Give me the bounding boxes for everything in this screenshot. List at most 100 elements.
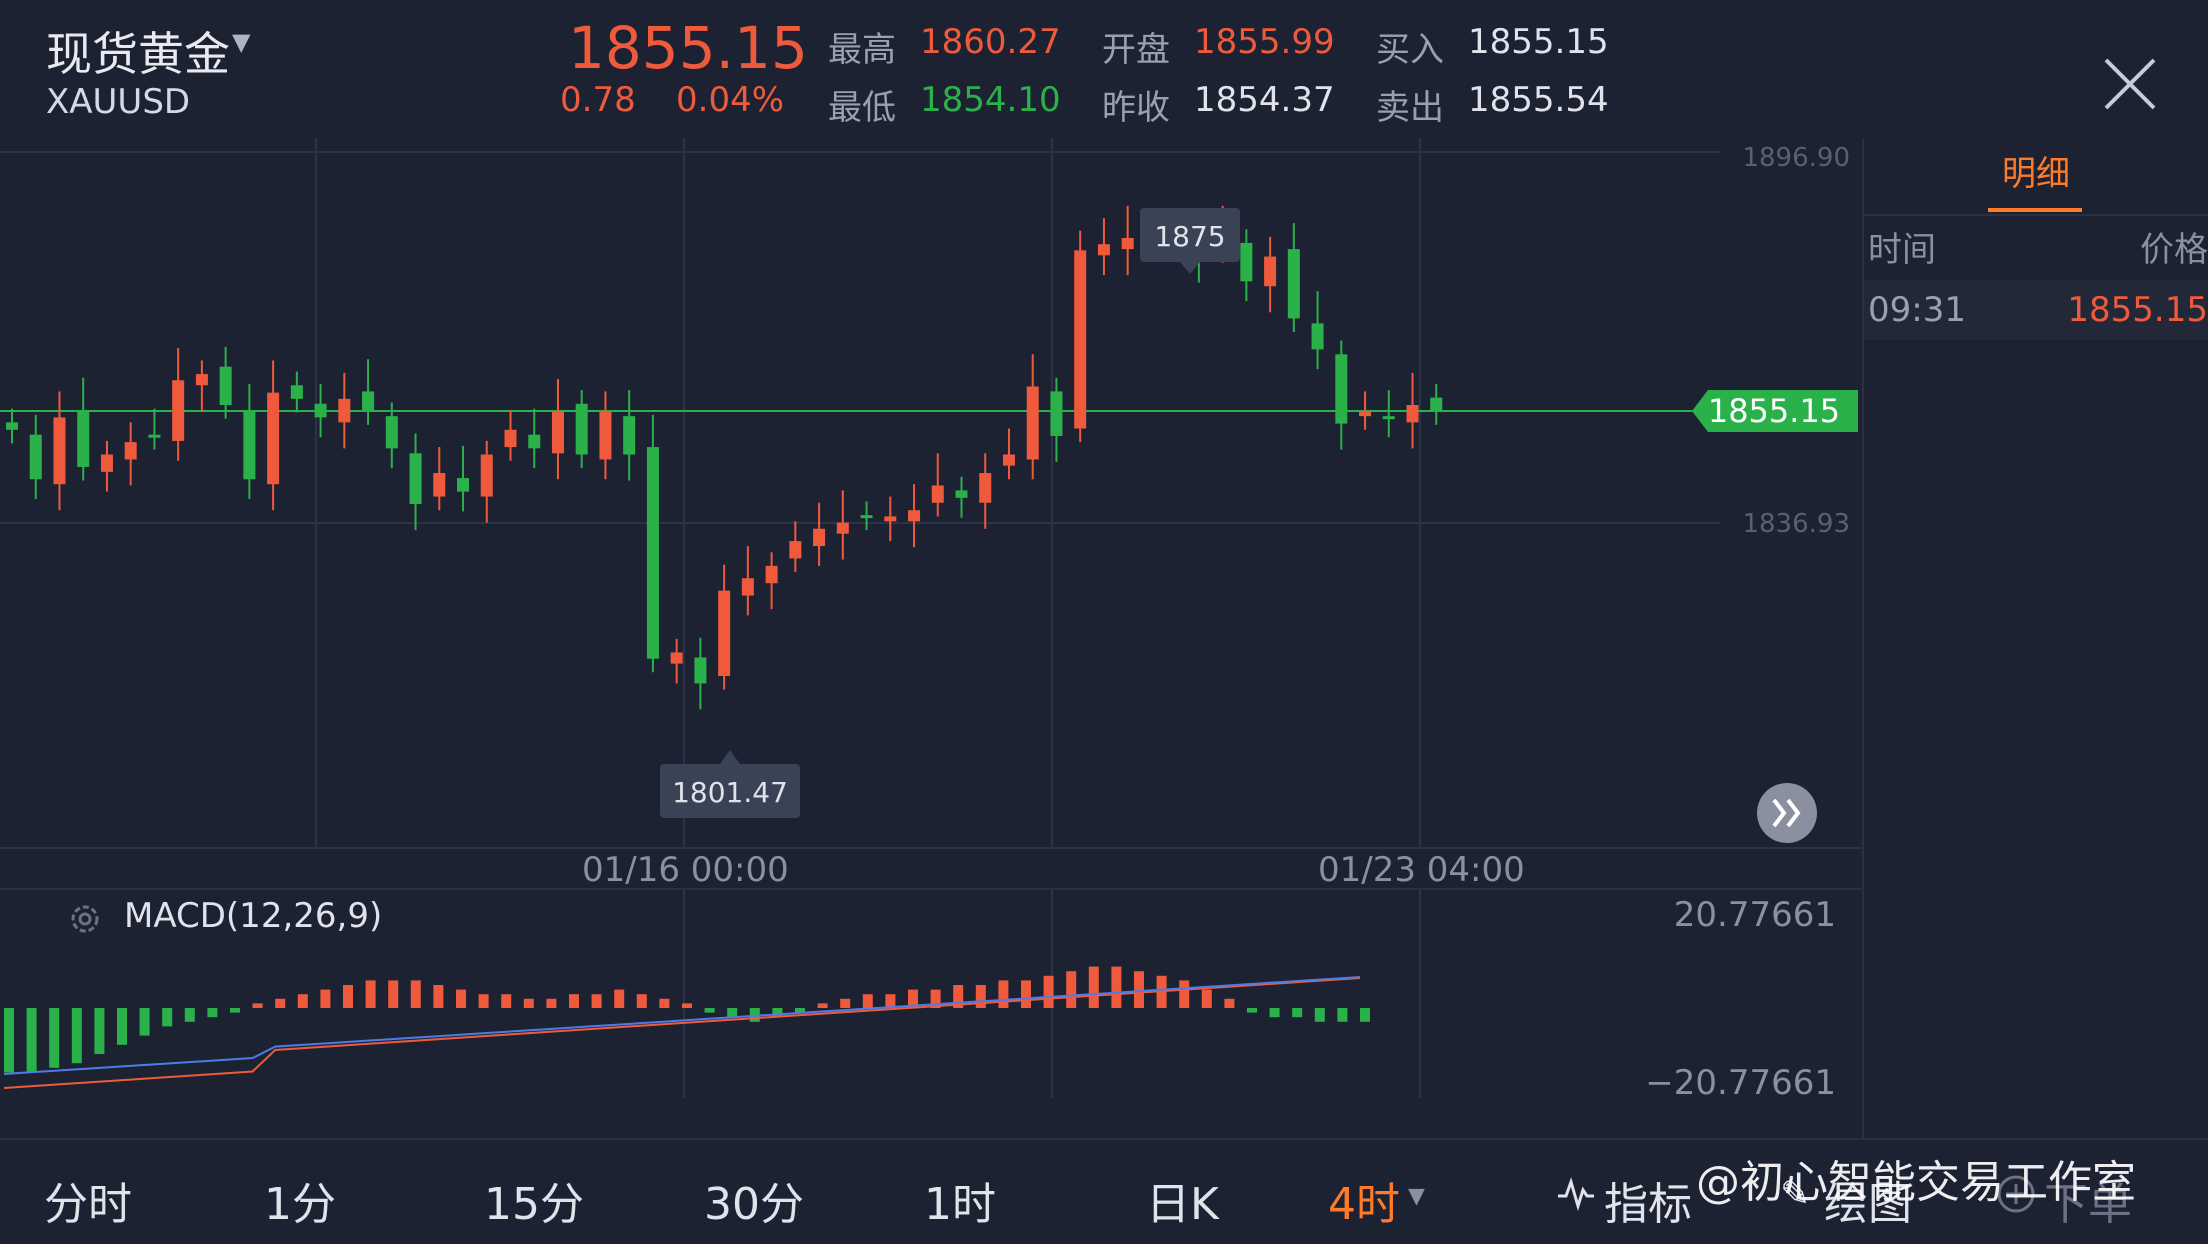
- macd-bar: [1337, 1008, 1348, 1022]
- candle-body: [1002, 454, 1015, 466]
- candle-body: [362, 391, 375, 412]
- svg-text:1875: 1875: [1154, 220, 1225, 253]
- candle-body: [1287, 249, 1300, 319]
- candle-body: [148, 434, 161, 438]
- candle-body: [1264, 256, 1277, 287]
- macd-axis-bottom: −20.77661: [1645, 1063, 1836, 1103]
- axis-label-top: 1896.90: [1742, 143, 1850, 173]
- macd-bar: [230, 1008, 240, 1013]
- macd-bar: [1201, 989, 1212, 1008]
- macd-label: MACD(12,26,9): [124, 896, 383, 936]
- tab-timeframe-1m[interactable]: 1分: [264, 1179, 336, 1230]
- candle-body: [741, 578, 754, 596]
- macd-chart[interactable]: 20.77661 −20.77661: [0, 888, 1862, 1138]
- candle-body: [480, 454, 493, 497]
- order-button[interactable]: 下单: [2044, 1179, 2132, 1230]
- candle-body: [1074, 250, 1087, 429]
- macd-bar: [320, 989, 331, 1008]
- macd-bar: [975, 985, 986, 1008]
- candle-body: [77, 409, 90, 467]
- macd-divider: [0, 888, 1862, 890]
- low-marker: 1801.47: [660, 750, 800, 818]
- macd-bar: [71, 1008, 82, 1064]
- candle-body: [765, 565, 778, 584]
- macd-bar: [998, 980, 1009, 1008]
- tab-indicator: [1988, 208, 2082, 212]
- tab-detail[interactable]: 明细: [2002, 154, 2070, 194]
- macd-bar: [930, 989, 941, 1008]
- candle-body: [53, 417, 66, 485]
- macd-bar: [659, 998, 670, 1008]
- draw-button[interactable]: 绘图: [1824, 1179, 1912, 1230]
- macd-bar: [207, 1008, 218, 1018]
- scroll-forward-button[interactable]: [1757, 783, 1817, 843]
- macd-bar: [1247, 1008, 1257, 1013]
- candlestick-chart[interactable]: 1896.90 1836.93 1855.15 1875 1801.47: [0, 138, 1862, 850]
- candle-body: [1121, 237, 1134, 250]
- close-icon[interactable]: [2100, 54, 2160, 114]
- tab-timeframe-fenshi[interactable]: 分时: [44, 1179, 132, 1230]
- candle-body: [314, 403, 327, 418]
- tab-timeframe-daily[interactable]: 日K: [1146, 1179, 1219, 1230]
- candle-body: [1240, 242, 1253, 282]
- candle-body: [219, 366, 232, 406]
- candle-body: [504, 429, 517, 448]
- detail-panel: 明细 时间 价格 09:31 1855.15: [1864, 138, 2208, 1138]
- current-price-tag: 1855.15: [1692, 390, 1858, 432]
- macd-bar: [1224, 998, 1235, 1008]
- candle-body: [1430, 397, 1443, 412]
- macd-bar: [1021, 980, 1031, 1008]
- quote-header: 现货黄金 ▼ XAUUSD 1855.15 0.78 0.04% 最高 1860…: [0, 0, 2208, 140]
- macd-bar: [523, 998, 534, 1008]
- list-item: 09:31 1855.15: [1864, 280, 2208, 340]
- macd-bar: [953, 985, 964, 1008]
- tab-timeframe-15m[interactable]: 15分: [484, 1179, 584, 1230]
- macd-bar: [1360, 1008, 1370, 1022]
- candle-body: [955, 490, 968, 498]
- chevron-down-icon[interactable]: ▼: [232, 28, 251, 56]
- symbol-name[interactable]: 现货黄金: [46, 27, 230, 81]
- tab-timeframe-1h[interactable]: 1时: [924, 1179, 996, 1230]
- macd-axis-top: 20.77661: [1674, 895, 1836, 935]
- candle-body: [528, 434, 541, 449]
- open-label: 开盘: [1102, 30, 1170, 70]
- tab-timeframe-4h[interactable]: 4时: [1328, 1179, 1400, 1230]
- macd-bar: [478, 994, 489, 1008]
- tab-timeframe-30m[interactable]: 30分: [704, 1179, 804, 1230]
- macd-bar: [4, 1008, 14, 1073]
- add-order-icon[interactable]: [1996, 1174, 2036, 1214]
- macd-bar: [840, 998, 851, 1008]
- low-label: 最低: [828, 88, 896, 128]
- pen-icon[interactable]: ✎: [1780, 1174, 1811, 1215]
- candle-body: [290, 385, 303, 399]
- bid-value: 1855.15: [1468, 22, 1609, 62]
- column-header-price: 价格: [2140, 230, 2208, 270]
- macd-bar: [1088, 966, 1099, 1008]
- macd-bar: [1134, 971, 1144, 1008]
- macd-bar: [1269, 1008, 1280, 1018]
- macd-bar: [795, 1008, 805, 1013]
- prev-close-value: 1854.37: [1194, 80, 1335, 120]
- candle-body: [100, 454, 113, 472]
- watermark: @初心智能交易工作室: [1696, 1157, 2136, 1208]
- macd-bar: [365, 980, 376, 1008]
- macd-bar: [591, 994, 602, 1008]
- pulse-icon[interactable]: [1556, 1176, 1596, 1212]
- macd-bar: [162, 1008, 173, 1027]
- gear-icon[interactable]: [66, 900, 104, 938]
- macd-bar: [1179, 980, 1190, 1008]
- ask-value: 1855.54: [1468, 80, 1609, 120]
- candle-body: [433, 473, 446, 497]
- candle-body: [694, 657, 707, 684]
- chevron-down-icon[interactable]: ▼: [1408, 1184, 1425, 1209]
- macd-bar: [252, 1003, 263, 1008]
- candle-body: [338, 398, 351, 423]
- indicator-button[interactable]: 指标: [1604, 1179, 1692, 1230]
- candle-body: [931, 485, 944, 503]
- candle-body: [29, 434, 42, 480]
- macd-bar: [117, 1008, 127, 1045]
- low-value: 1854.10: [920, 80, 1061, 120]
- svg-text:1801.47: 1801.47: [672, 776, 788, 809]
- macd-bar: [501, 994, 512, 1008]
- macd-bar: [862, 994, 873, 1008]
